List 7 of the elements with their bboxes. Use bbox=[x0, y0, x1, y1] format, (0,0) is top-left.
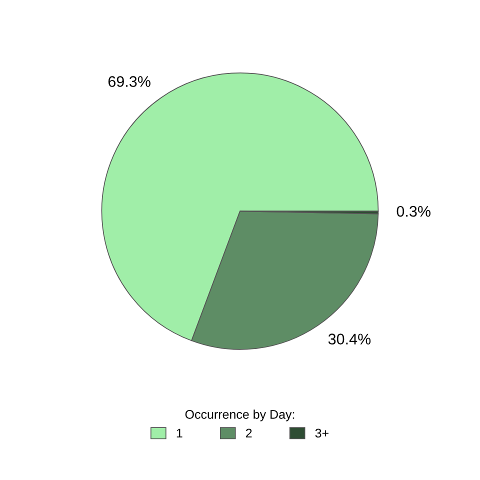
data-label: 30.4% bbox=[328, 334, 371, 344]
legend-label: 3+ bbox=[315, 428, 328, 438]
data-label: 69.3% bbox=[108, 76, 150, 87]
legend-title: Occurrence by Day: bbox=[185, 410, 294, 422]
legend-label: 1 bbox=[176, 428, 182, 438]
data-label: 0.3% bbox=[396, 206, 430, 217]
legend-label: 2 bbox=[246, 428, 252, 438]
